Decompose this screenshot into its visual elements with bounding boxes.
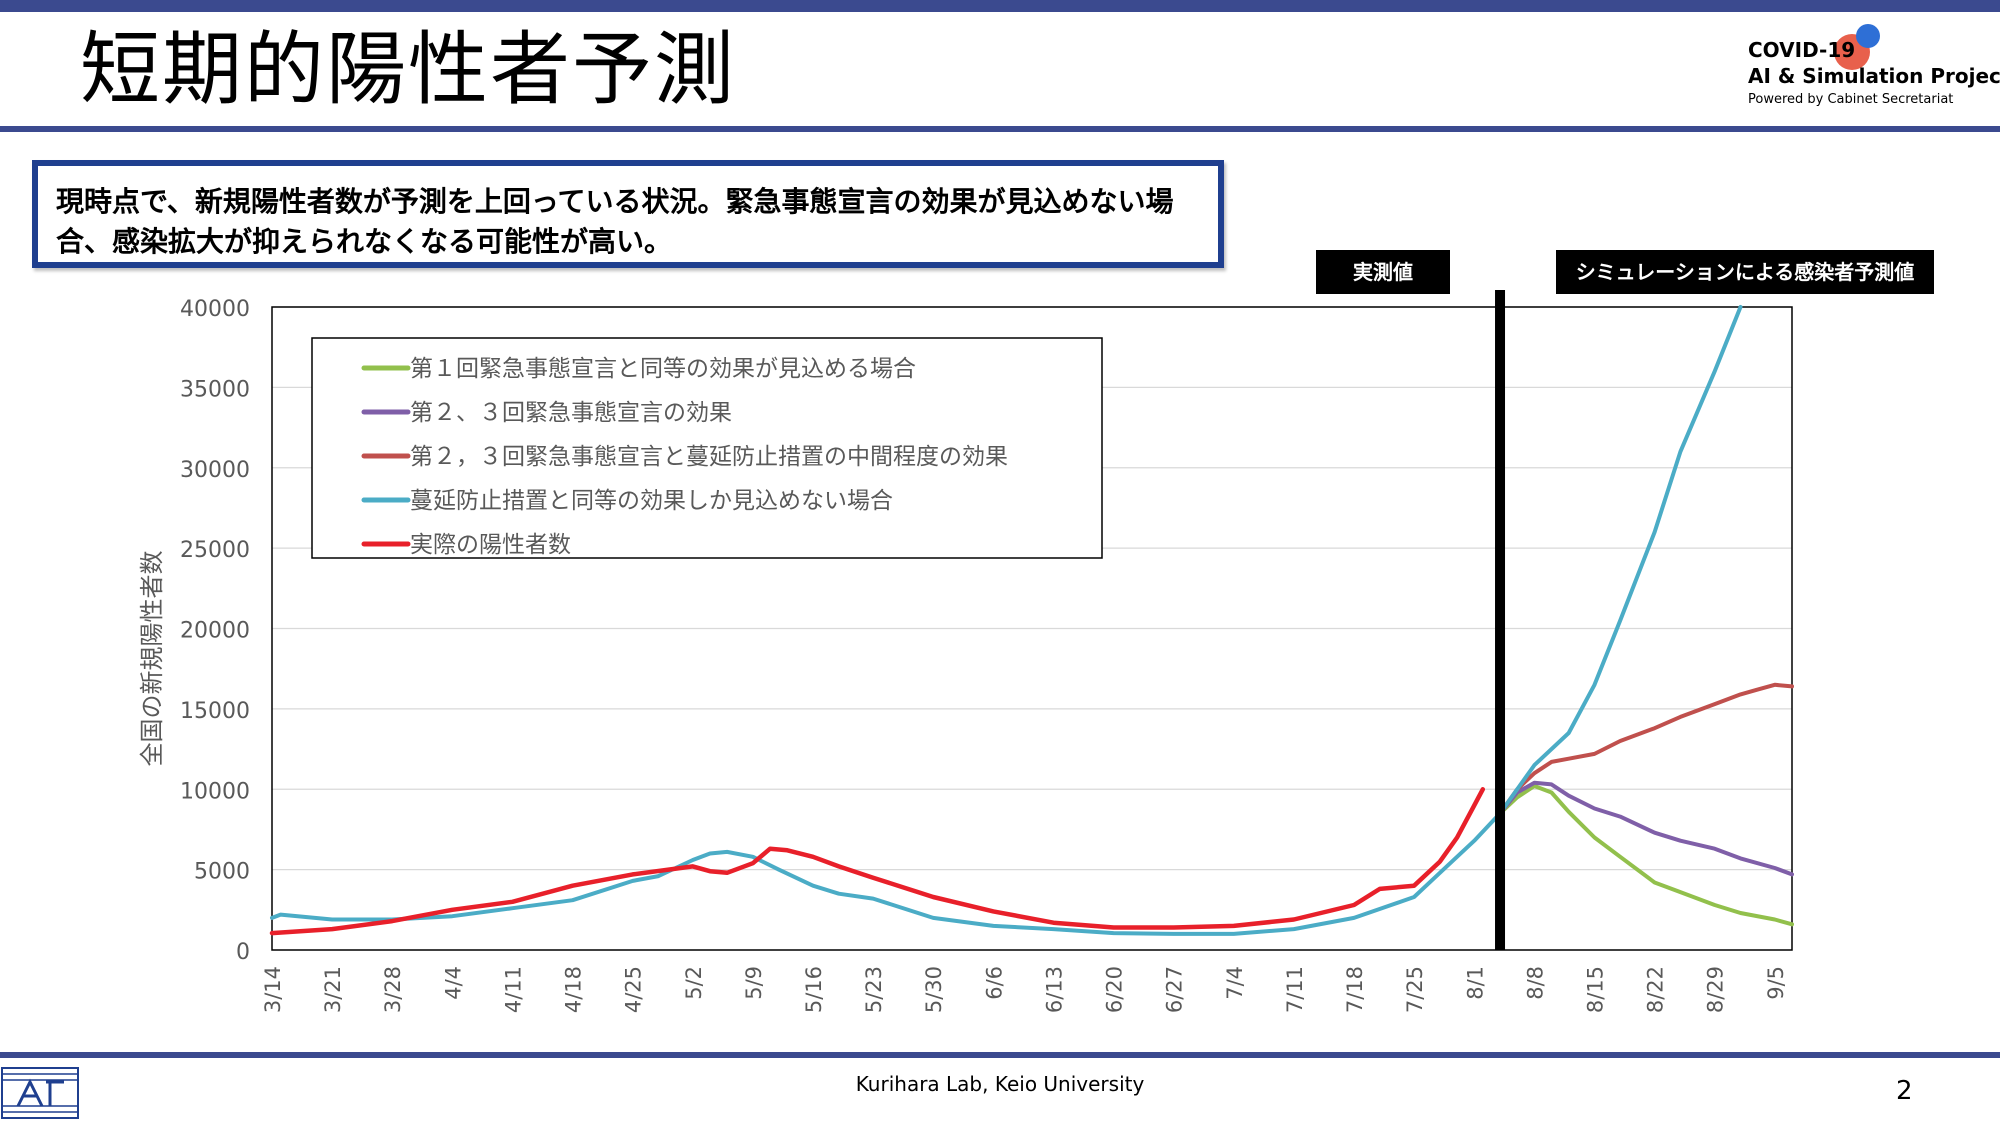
- x-tick-label: 5/9: [742, 966, 766, 1000]
- project-logo: COVID-19 AI & Simulation Project Powered…: [1748, 24, 2000, 114]
- x-tick-label: 6/27: [1163, 966, 1187, 1013]
- x-tick-label: 7/25: [1403, 966, 1427, 1013]
- observed-forecast-divider: [1495, 290, 1506, 950]
- x-tick-label: 8/1: [1463, 966, 1487, 1000]
- logo-line1: COVID-19: [1748, 38, 1856, 62]
- logo-dots-icon: [1834, 24, 1880, 70]
- footer-rule: [0, 1052, 2000, 1058]
- page-number: 2: [1896, 1076, 1913, 1106]
- lab-logo-icon: [1, 1067, 79, 1119]
- x-tick-label: 8/29: [1704, 966, 1728, 1013]
- x-tick-label: 5/16: [802, 966, 826, 1013]
- axis-layer: 0 5000 10000 15000 20000 25000 30000 35000 40000…: [138, 297, 1788, 1013]
- y-tick-label: 35000: [180, 377, 250, 402]
- x-tick-label: 6/6: [982, 966, 1006, 1000]
- x-tick-label: 5/30: [922, 966, 946, 1013]
- x-tick-label: 5/2: [682, 966, 706, 1000]
- series-line-5: [269, 787, 1486, 936]
- x-tick-label: 5/23: [862, 966, 886, 1013]
- title-rule: [0, 126, 2000, 132]
- simulation-label: シミュレーションによる感染者予測値: [1556, 250, 1934, 294]
- plot-frame: [271, 306, 1793, 951]
- legend-box: [311, 337, 1103, 559]
- logo-line3: Powered by Cabinet Secretariat: [1748, 92, 1954, 107]
- observed-label: 実測値: [1316, 250, 1450, 294]
- y-axis-label: 全国の新規陽性者数: [138, 551, 166, 767]
- legend-label: 第２，３回緊急事態宣言と蔓延防止措置の中間程度の効果: [410, 444, 1008, 470]
- logo-line2: AI & Simulation Project: [1748, 64, 2000, 88]
- footer-credit: Kurihara Lab, Keio University: [855, 1072, 1145, 1096]
- x-tick-label: 3/21: [321, 966, 345, 1013]
- y-tick-label: 15000: [180, 699, 250, 724]
- legend-label: 第２、３回緊急事態宣言の効果: [410, 400, 732, 426]
- legend-label: 実際の陽性者数: [410, 532, 571, 558]
- page-title: 短期的陽性者予測: [80, 23, 736, 116]
- x-tick-label: 7/4: [1223, 966, 1247, 1000]
- x-tick-label: 4/25: [622, 966, 646, 1013]
- x-tick-label: 4/4: [441, 966, 465, 1000]
- y-tick-label: 0: [236, 940, 250, 965]
- x-tick-label: 4/18: [562, 966, 586, 1013]
- legend-label: 蔓延防止措置と同等の効果しか見込めない場合: [410, 488, 893, 514]
- x-tick-label: 8/8: [1523, 966, 1547, 1000]
- x-tick-label: 4/11: [501, 966, 525, 1013]
- y-tick-label: 10000: [180, 779, 250, 804]
- series-line-1: [1498, 784, 1794, 927]
- x-tick-label: 6/20: [1103, 966, 1127, 1013]
- x-tick-label: 8/22: [1644, 966, 1668, 1013]
- top-rule: [0, 0, 2000, 12]
- legend: 第１回緊急事態宣言と同等の効果が見込める場合第２、３回緊急事態宣言の効果第２，３…: [311, 337, 1103, 559]
- x-tick-label: 3/28: [381, 966, 405, 1013]
- series-line-2: [1498, 780, 1794, 877]
- x-tick-label: 8/15: [1583, 966, 1607, 1013]
- x-tick-label: 9/5: [1764, 966, 1788, 1000]
- y-tick-label: 25000: [180, 538, 250, 563]
- x-tick-label: 6/13: [1042, 966, 1066, 1013]
- y-tick-label: 5000: [194, 860, 250, 885]
- y-tick-label: 30000: [180, 458, 250, 483]
- summary-callout: 現時点で、新規陽性者数が予測を上回っている状況。緊急事態宣言の効果が見込めない場…: [32, 160, 1224, 268]
- y-tick-label: 20000: [180, 619, 250, 644]
- series-layer: [269, 305, 1794, 936]
- divider-layer: [1495, 290, 1506, 950]
- series-line-3: [1498, 682, 1794, 816]
- series-line-4: [270, 305, 1743, 936]
- y-tick-label: 40000: [180, 297, 250, 322]
- legend-label: 第１回緊急事態宣言と同等の効果が見込める場合: [410, 356, 916, 382]
- x-tick-label: 3/14: [261, 966, 285, 1013]
- forecast-chart: 0 5000 10000 15000 20000 25000 30000 35000 40000…: [138, 290, 1794, 1013]
- x-tick-label: 7/18: [1343, 966, 1367, 1013]
- x-tick-label: 7/11: [1283, 966, 1307, 1013]
